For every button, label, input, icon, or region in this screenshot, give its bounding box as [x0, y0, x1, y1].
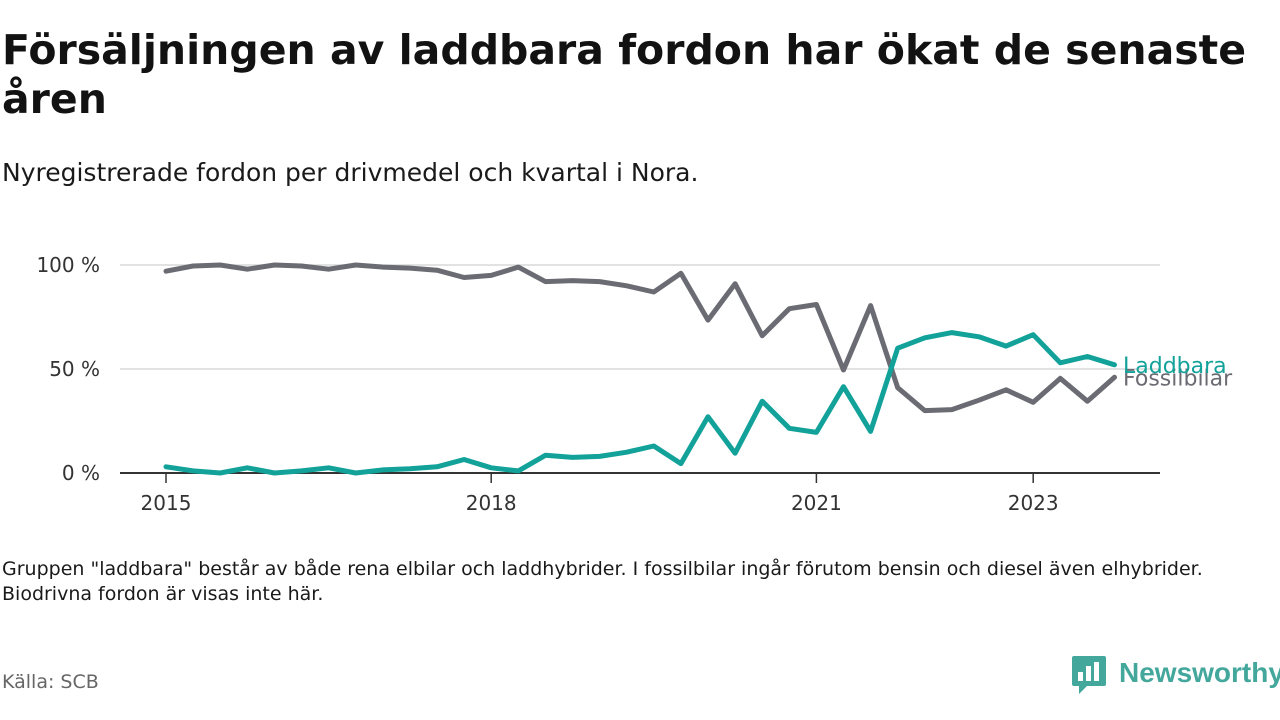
x-tick-label: 2015 [141, 491, 192, 515]
line-chart: 0 % 50 % 100 % 2015 2018 2021 2023 Fossilbila… [36, 253, 1233, 515]
series-label-laddbara: Laddbara [1123, 354, 1227, 379]
chart-subtitle: Nyregistrerade fordon per drivmedel och … [2, 158, 699, 187]
gridlines [120, 264, 1160, 370]
x-axis: 2015 2018 2021 2023 [141, 473, 1059, 515]
y-tick-label: 100 % [36, 253, 100, 277]
footnote: Gruppen "laddbara" består av både rena e… [2, 558, 1203, 605]
source-label: Källa: SCB [2, 671, 99, 693]
x-tick-label: 2021 [791, 491, 842, 515]
y-tick-label: 0 % [62, 461, 100, 485]
newsworthy-logo-icon [1072, 656, 1106, 694]
series-line-fossilbilar [163, 262, 1117, 414]
series [163, 262, 1117, 476]
x-tick-label: 2018 [466, 491, 517, 515]
y-axis: 0 % 50 % 100 % [36, 253, 100, 485]
y-tick-label: 50 % [49, 357, 100, 381]
x-tick-label: 2023 [1008, 491, 1059, 515]
chart-title: Försäljningen av laddbara fordon har öka… [2, 26, 1247, 123]
series-line-laddbara [163, 330, 1117, 476]
series-label-fossilbilar: Fossilbilar [1123, 366, 1233, 391]
brand-name: Newsworthy [1119, 657, 1280, 688]
